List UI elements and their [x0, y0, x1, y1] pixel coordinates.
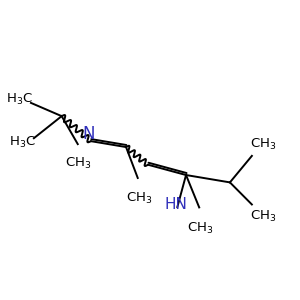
- Text: CH$_3$: CH$_3$: [250, 136, 277, 152]
- Text: HN: HN: [164, 197, 187, 212]
- Text: N: N: [82, 125, 95, 143]
- Text: CH$_3$: CH$_3$: [188, 220, 214, 236]
- Text: CH$_3$: CH$_3$: [64, 156, 91, 171]
- Text: CH$_3$: CH$_3$: [250, 209, 277, 224]
- Text: CH$_3$: CH$_3$: [126, 191, 152, 206]
- Text: H$_3$C: H$_3$C: [6, 92, 33, 107]
- Text: H$_3$C: H$_3$C: [9, 135, 36, 150]
